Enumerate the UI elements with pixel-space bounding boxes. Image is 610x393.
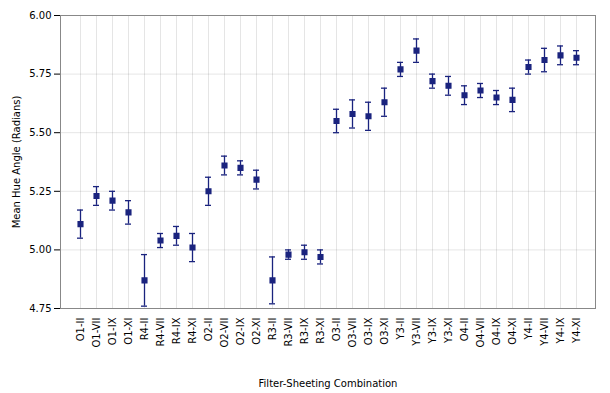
svg-text:R3-XI: R3-XI	[315, 318, 326, 344]
svg-text:R4-II: R4-II	[139, 318, 150, 341]
svg-text:5.00: 5.00	[29, 244, 51, 255]
svg-text:O1-IX: O1-IX	[107, 317, 118, 345]
svg-text:R4-XI: R4-XI	[187, 318, 198, 344]
svg-text:O1-XI: O1-XI	[123, 318, 134, 345]
svg-text:R3-VII: R3-VII	[283, 318, 294, 347]
svg-text:O2-IX: O2-IX	[235, 317, 246, 345]
svg-text:O2-II: O2-II	[203, 318, 214, 342]
svg-text:O4-II: O4-II	[459, 318, 470, 342]
svg-text:5.25: 5.25	[29, 186, 51, 197]
svg-text:O2-XI: O2-XI	[251, 318, 262, 345]
svg-text:O3-XI: O3-XI	[379, 318, 390, 345]
svg-text:O1-II: O1-II	[75, 318, 86, 342]
svg-text:Y3-XI: Y3-XI	[443, 318, 454, 344]
svg-text:O3-IX: O3-IX	[363, 317, 374, 345]
svg-text:Y4-IX: Y4-IX	[555, 317, 566, 344]
svg-text:O3-II: O3-II	[331, 318, 342, 342]
svg-text:Mean Hue Angle (Radians): Mean Hue Angle (Radians)	[11, 96, 22, 229]
svg-text:O4-IX: O4-IX	[491, 317, 502, 345]
svg-text:R3-IX: R3-IX	[299, 317, 310, 344]
svg-text:Y4-VII: Y4-VII	[539, 318, 550, 347]
svg-text:O3-VII: O3-VII	[347, 318, 358, 348]
svg-text:O1-VII: O1-VII	[91, 318, 102, 348]
svg-text:O4-VII: O4-VII	[475, 318, 486, 348]
svg-text:O2-VII: O2-VII	[219, 318, 230, 348]
svg-text:Y4-II: Y4-II	[523, 318, 534, 341]
svg-text:Y3-IX: Y3-IX	[427, 317, 438, 344]
svg-text:6.00: 6.00	[29, 10, 51, 21]
svg-text:Filter-Sheeting Combination: Filter-Sheeting Combination	[259, 378, 398, 389]
svg-text:R4-VII: R4-VII	[155, 318, 166, 347]
svg-text:5.50: 5.50	[29, 127, 51, 138]
svg-text:4.75: 4.75	[29, 303, 51, 314]
svg-text:5.75: 5.75	[29, 68, 51, 79]
svg-text:Y3-II: Y3-II	[395, 318, 406, 341]
svg-text:Y4-XI: Y4-XI	[571, 318, 582, 344]
svg-text:Y3-VII: Y3-VII	[411, 318, 422, 347]
svg-text:R3-II: R3-II	[267, 318, 278, 341]
svg-text:R4-IX: R4-IX	[171, 317, 182, 344]
svg-text:O4-XI: O4-XI	[507, 318, 518, 345]
